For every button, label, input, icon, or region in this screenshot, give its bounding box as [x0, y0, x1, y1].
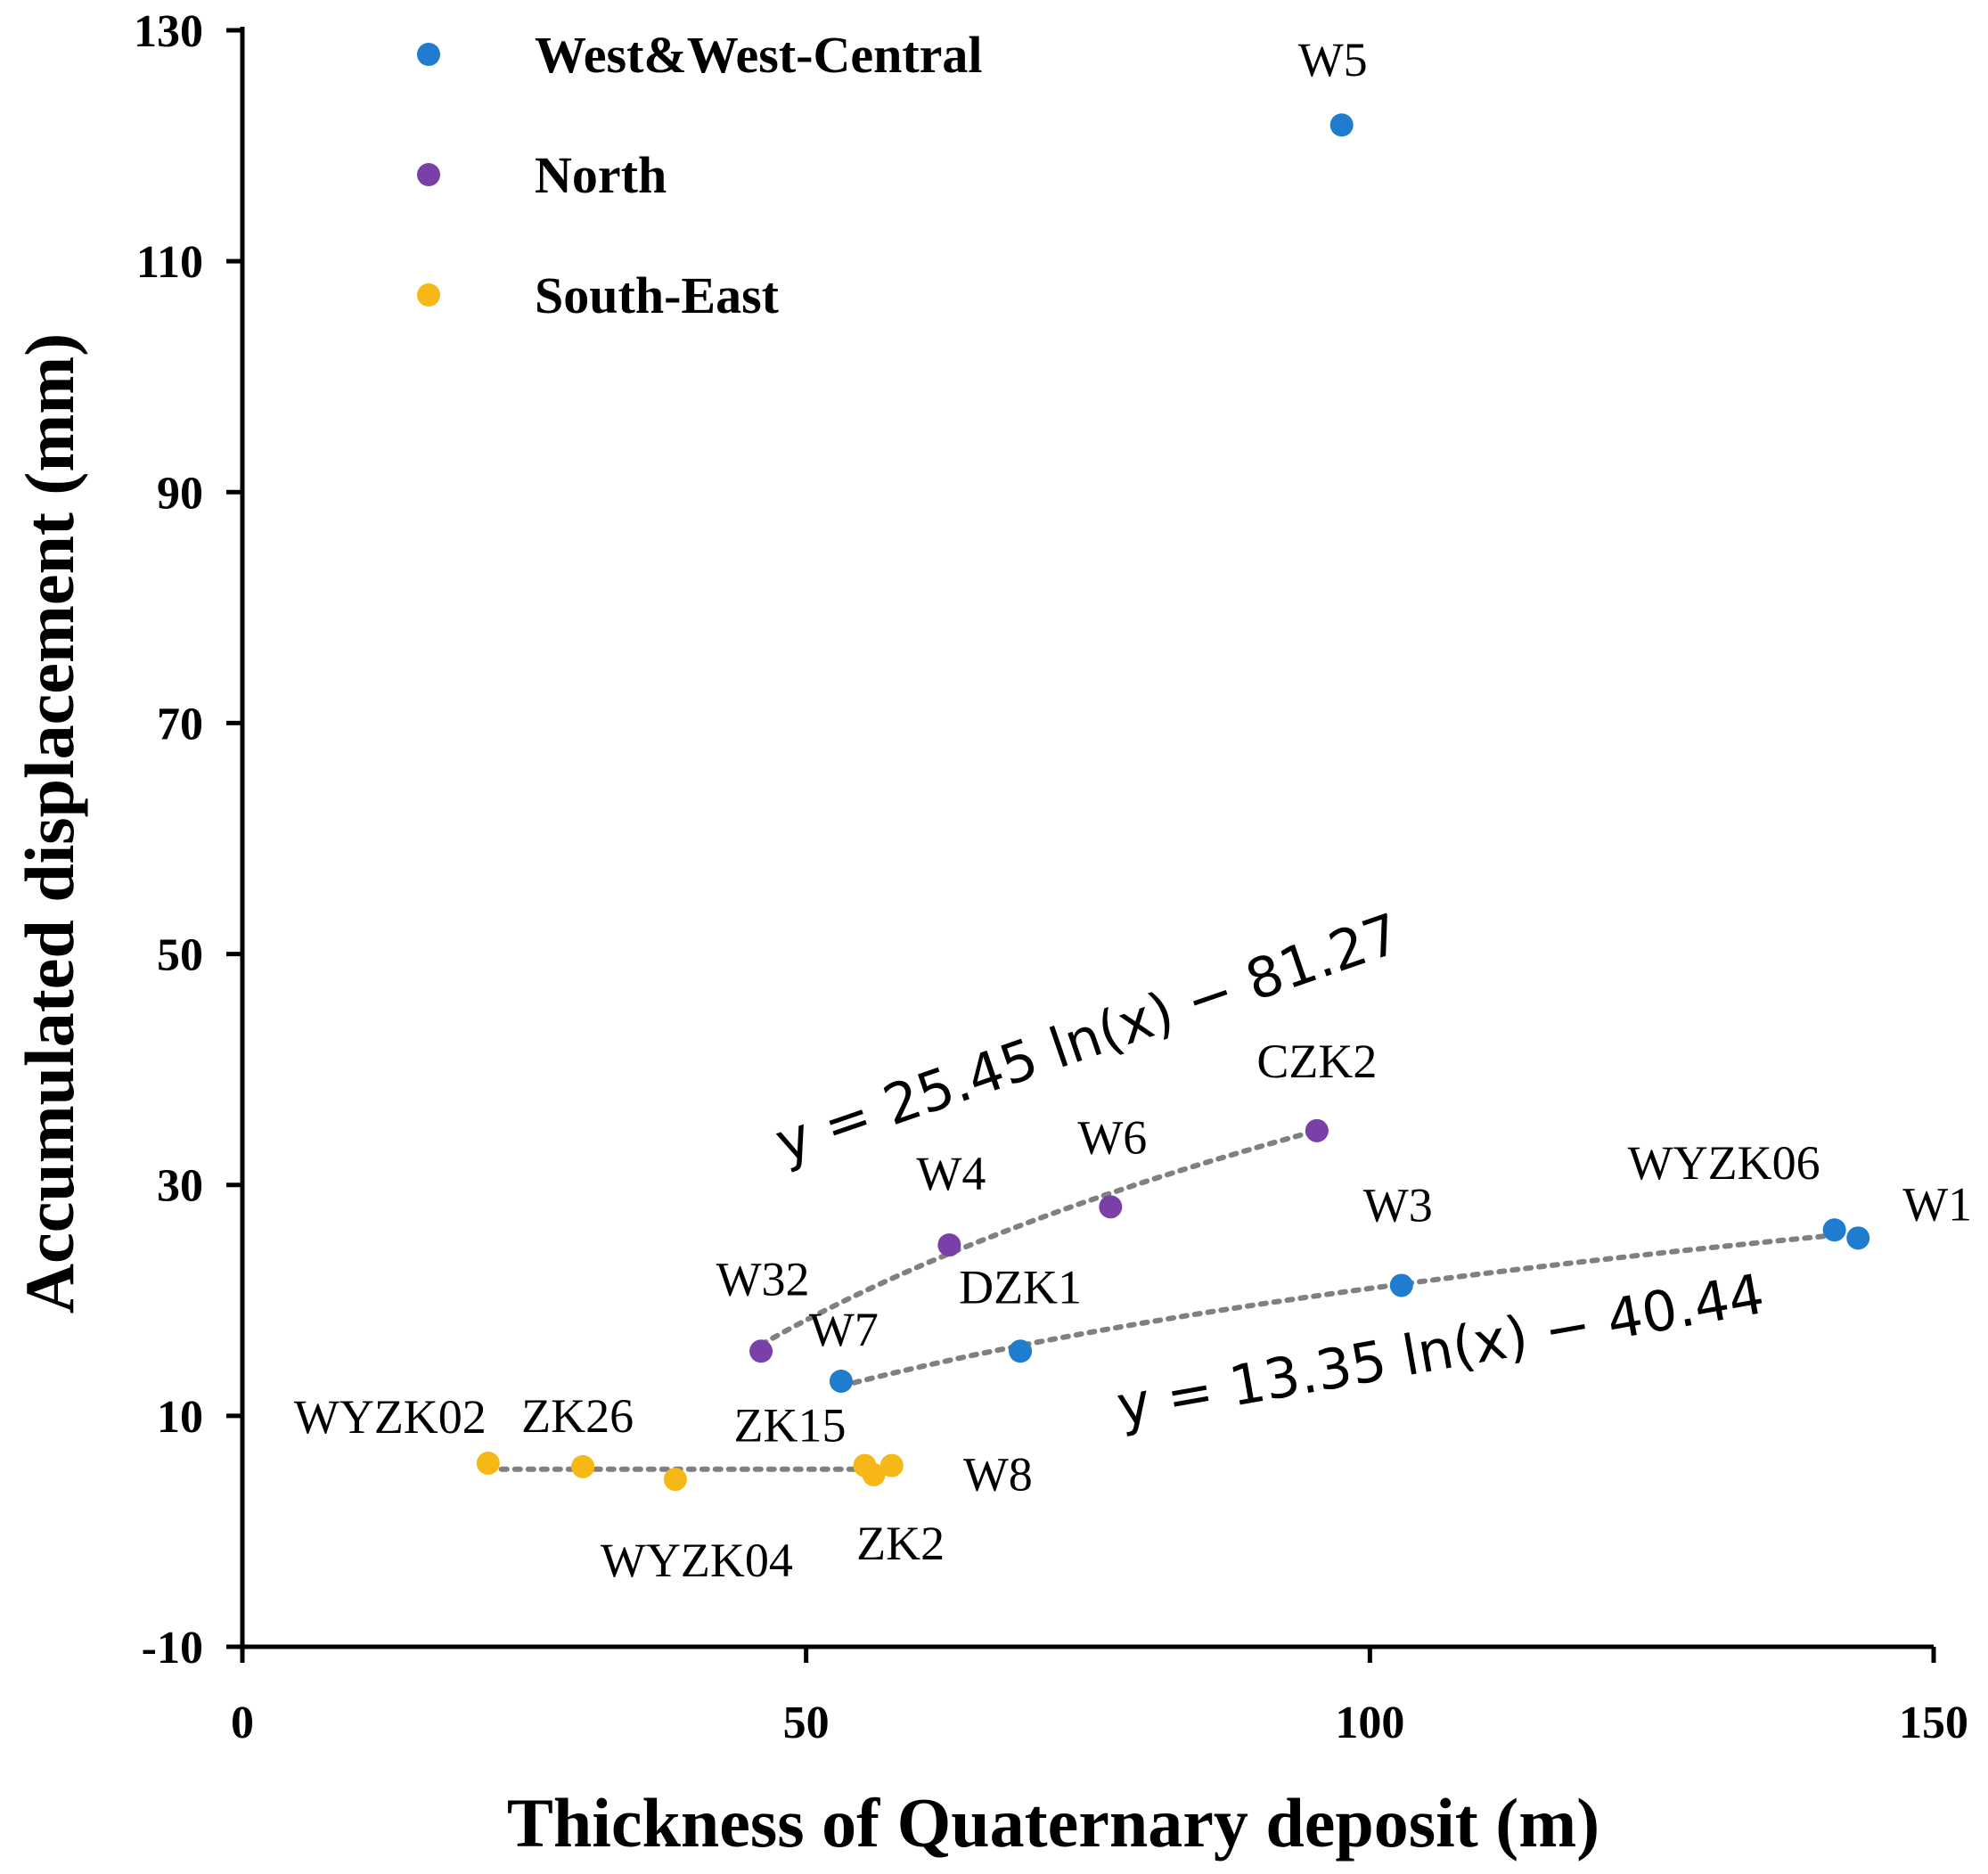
point-label-w6: W6: [1077, 1110, 1147, 1164]
y-tick-label: 50: [157, 930, 203, 981]
y-tick-label: 70: [157, 699, 203, 749]
data-point-w5: [1329, 113, 1354, 137]
data-point-zk26: [571, 1454, 595, 1478]
trendline-series-1: [758, 1127, 1320, 1347]
legend-label-0: West&West-Central: [535, 26, 983, 84]
y-tick-label: 30: [157, 1161, 203, 1212]
legend-label-2: South-East: [535, 266, 780, 324]
data-point-w8: [879, 1453, 904, 1477]
legend: West&West-Central North South-East: [417, 26, 983, 324]
trendlines: [485, 1127, 1837, 1472]
legend-label-1: North: [535, 146, 667, 204]
x-tick-label: 50: [783, 1698, 830, 1748]
y-axis-title: Accumulated displacement (mm): [11, 333, 88, 1314]
point-label-zk15: ZK15: [733, 1399, 846, 1453]
legend-marker-1: [417, 163, 440, 186]
x-tick-label: 100: [1335, 1698, 1404, 1748]
data-point-wyzk04: [663, 1468, 687, 1492]
data-point-w32: [749, 1339, 773, 1363]
point-label-w5: W5: [1298, 33, 1368, 86]
data-point-w3: [1389, 1273, 1413, 1297]
data-point-zk2: [862, 1462, 886, 1486]
data-point-w1: [1846, 1226, 1870, 1250]
point-label-czk2: CZK2: [1256, 1035, 1377, 1088]
point-label-zk26: ZK26: [521, 1389, 634, 1443]
legend-marker-0: [417, 43, 440, 66]
data-point-wyzk02: [476, 1451, 500, 1475]
data-point-w7: [829, 1369, 853, 1393]
data-point-w6: [1099, 1195, 1123, 1219]
y-tick-label: 90: [157, 468, 203, 519]
data-point-dzk1: [1009, 1339, 1033, 1363]
point-label-w8: W8: [963, 1448, 1033, 1502]
point-labels: W5 W7 DZK1 W3 WYZK06 W1 W32 W4 W6 CZK2 WYZK02 ZK26 W…: [294, 33, 1972, 1587]
point-label-w4: W4: [916, 1147, 986, 1200]
legend-marker-2: [417, 283, 440, 307]
point-label-dzk1: DZK1: [959, 1260, 1082, 1313]
data-points: [476, 113, 1870, 1492]
point-label-w7: W7: [809, 1303, 879, 1356]
point-label-wyzk04: WYZK04: [601, 1534, 793, 1587]
west-trendline-equation: y = 13.35 ln(x) − 40.44: [1112, 1261, 1769, 1439]
x-tick-label: 0: [231, 1698, 254, 1748]
y-tick-label: 110: [136, 237, 203, 288]
point-label-wyzk06: WYZK06: [1628, 1136, 1820, 1190]
x-axis-title: Thickness of Quaternary deposit (m): [507, 1784, 1599, 1862]
y-tick-label: 130: [134, 6, 203, 57]
point-label-wyzk02: WYZK02: [294, 1390, 487, 1444]
point-label-w32: W32: [716, 1252, 810, 1305]
point-label-w3: W3: [1363, 1178, 1433, 1232]
axes: -10 10 30 50 70 90 110 130 0 50 100 150: [134, 6, 1968, 1748]
data-point-w4: [937, 1233, 961, 1257]
trendline-series-0: [838, 1232, 1837, 1389]
y-tick-label: 10: [157, 1392, 203, 1443]
data-point-wyzk06: [1822, 1218, 1846, 1242]
point-label-zk2: ZK2: [856, 1517, 945, 1570]
data-point-czk2: [1305, 1118, 1329, 1142]
y-tick-label: -10: [142, 1623, 203, 1674]
x-tick-label: 150: [1899, 1698, 1968, 1748]
point-label-w1: W1: [1902, 1177, 1972, 1231]
